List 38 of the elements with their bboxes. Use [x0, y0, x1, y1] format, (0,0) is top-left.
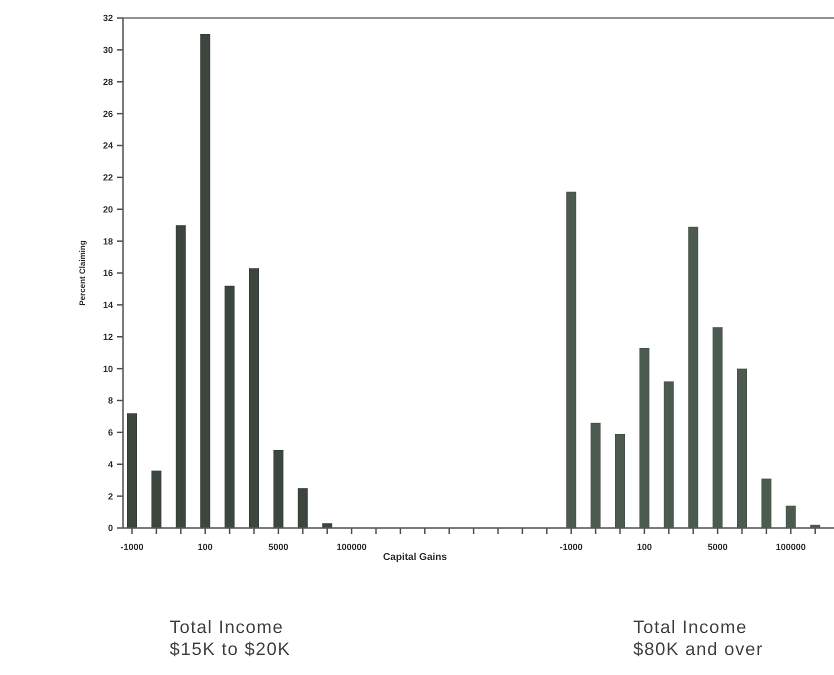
- text: Total Income $15K to $20K: [170, 617, 291, 659]
- x-tick-label: 5000: [708, 542, 728, 552]
- bar: [127, 413, 137, 528]
- bar: [322, 523, 332, 528]
- x-tick-label: -1000: [120, 542, 144, 552]
- y-tick-label: 18: [102, 236, 113, 246]
- y-axis-title: Percent Claiming: [78, 240, 87, 306]
- y-tick-label: 6: [108, 428, 113, 438]
- bar: [224, 286, 235, 528]
- y-tick-label: 12: [102, 332, 113, 342]
- y-tick-label: 26: [102, 108, 113, 119]
- bar: [273, 450, 284, 528]
- x-tick-label: 100000: [336, 542, 367, 552]
- x-tick-label: 5000: [268, 542, 288, 552]
- y-tick-label: 14: [102, 300, 113, 310]
- y-tick-label: 10: [102, 364, 113, 374]
- y-tick-label: 30: [102, 45, 113, 56]
- y-tick-label: 8: [108, 396, 113, 406]
- x-axis-title: Capital Gains: [383, 552, 448, 563]
- y-tick-label: 2: [108, 491, 113, 502]
- y-tick-label: 22: [102, 172, 113, 183]
- y-tick-label: 32: [102, 13, 113, 24]
- y-tick-label: 28: [102, 76, 113, 87]
- bar: [249, 268, 259, 528]
- bar: [200, 34, 210, 528]
- y-tick-label: 16: [102, 268, 113, 278]
- bar: [176, 225, 186, 528]
- text: Total Income $80K and over: [633, 617, 764, 659]
- bar: [151, 470, 162, 528]
- y-tick-label: 24: [102, 140, 113, 151]
- y-tick-label: 0: [108, 523, 113, 534]
- y-tick-label: 20: [102, 204, 113, 214]
- x-tick-label: 100000: [776, 542, 806, 552]
- y-tick-label: 4: [108, 459, 113, 470]
- bar: [298, 488, 308, 528]
- x-tick-label: 100: [636, 542, 652, 552]
- x-tick-label: -1000: [560, 542, 583, 552]
- x-tick-label: 100: [198, 542, 213, 552]
